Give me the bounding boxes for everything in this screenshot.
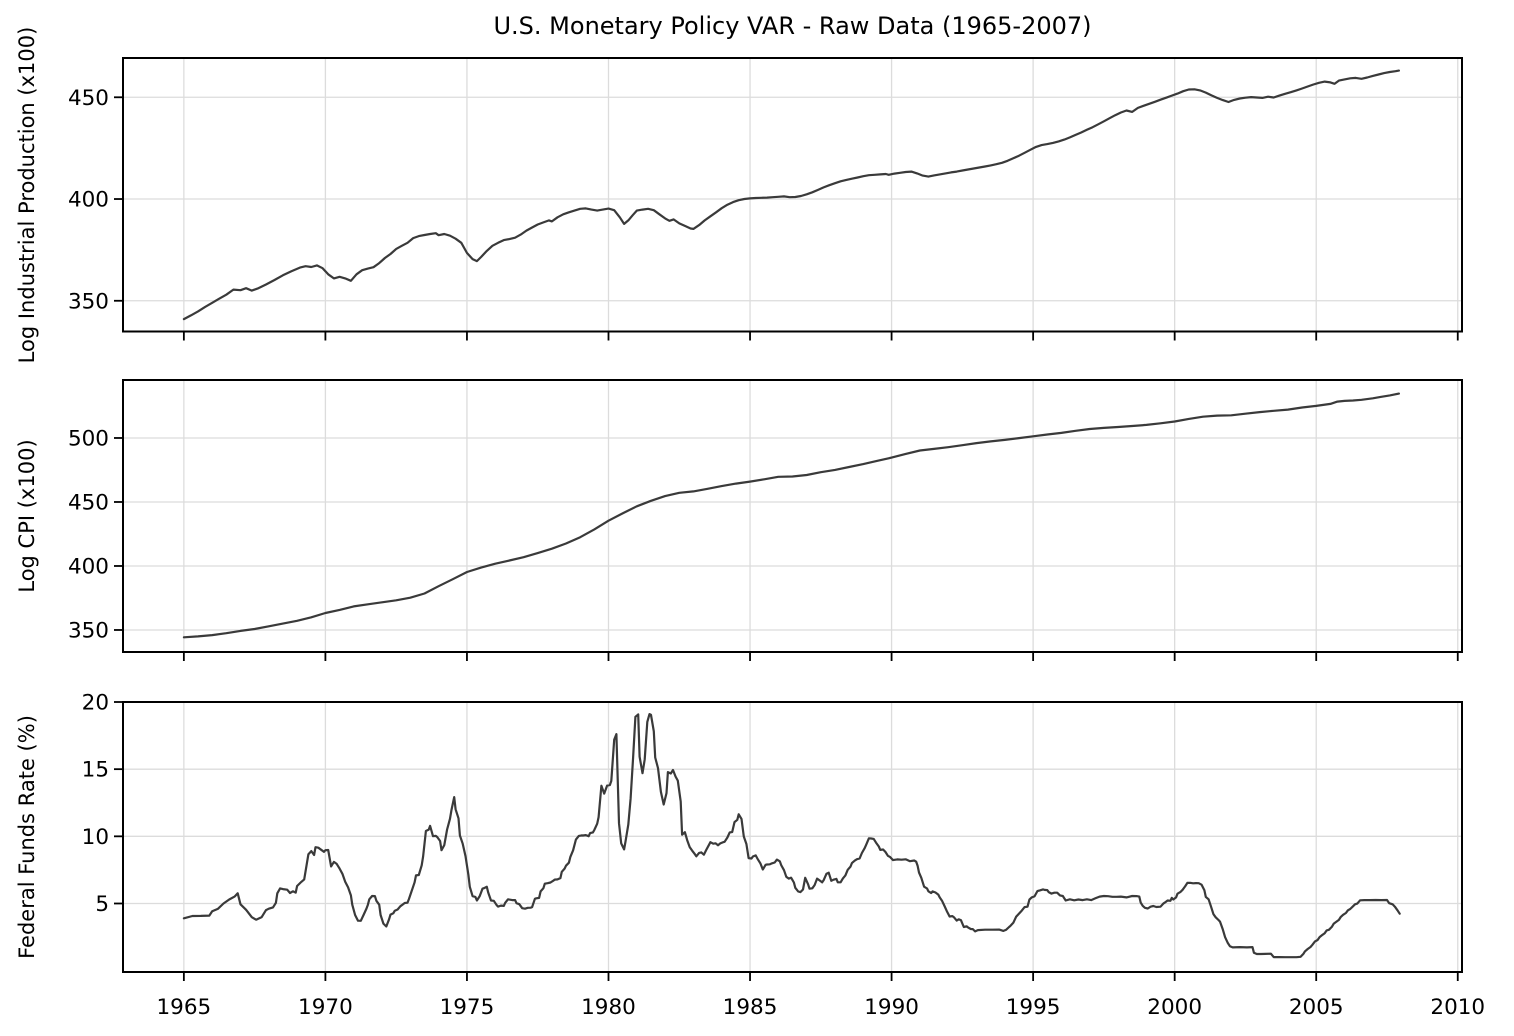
x-tick-label: 1995	[1006, 995, 1061, 1020]
axes-spines	[122, 57, 1463, 333]
y-tick-label: 10	[82, 825, 109, 850]
y-tick-label: 500	[68, 426, 109, 451]
y-tick-label: 350	[68, 289, 109, 314]
x-tick-label: 1975	[440, 995, 495, 1020]
series-line-federal_funds_rate_pct	[182, 712, 1401, 959]
x-tick-label: 1985	[723, 995, 778, 1020]
y-tick-label: 20	[82, 691, 109, 716]
x-tick-label: 2005	[1289, 995, 1344, 1020]
y-tick-label: 350	[68, 618, 109, 643]
y-tick-label: 15	[82, 758, 109, 783]
x-tick-label: 2000	[1147, 995, 1202, 1020]
x-tick-label: 1970	[298, 995, 353, 1020]
series-line-log_cpi_x100	[182, 392, 1401, 639]
figure-title: U.S. Monetary Policy VAR - Raw Data (196…	[493, 12, 1092, 40]
x-tick-label: 2010	[1430, 995, 1485, 1020]
y-tick-label: 450	[68, 86, 109, 111]
y-tick-label: 400	[68, 188, 109, 213]
x-tick-label: 1965	[157, 995, 212, 1020]
axes-spines	[122, 379, 1463, 653]
x-tick-label: 1990	[864, 995, 919, 1020]
x-tick-label: 1980	[581, 995, 636, 1020]
y-tick-label: 450	[68, 490, 109, 515]
y-tick-label: 400	[68, 554, 109, 579]
y-tick-label: 5	[95, 892, 109, 917]
series-line-log_industrial_production_x100	[182, 69, 1401, 321]
axes-spines	[122, 701, 1463, 973]
